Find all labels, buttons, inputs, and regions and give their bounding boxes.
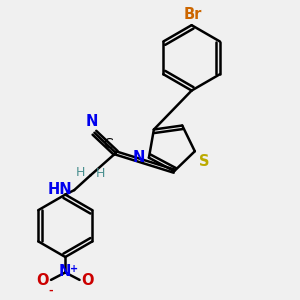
Text: O: O <box>81 273 94 288</box>
Text: N: N <box>133 150 145 165</box>
Text: H: H <box>76 167 85 179</box>
Text: S: S <box>199 154 209 169</box>
Text: N: N <box>59 264 71 279</box>
Text: Br: Br <box>184 7 202 22</box>
Text: HN: HN <box>48 182 73 197</box>
Text: +: + <box>70 265 78 275</box>
Text: C: C <box>103 137 113 152</box>
Text: H: H <box>96 167 105 180</box>
Text: O: O <box>37 273 49 288</box>
Text: N: N <box>85 114 98 129</box>
Text: -: - <box>48 285 53 295</box>
